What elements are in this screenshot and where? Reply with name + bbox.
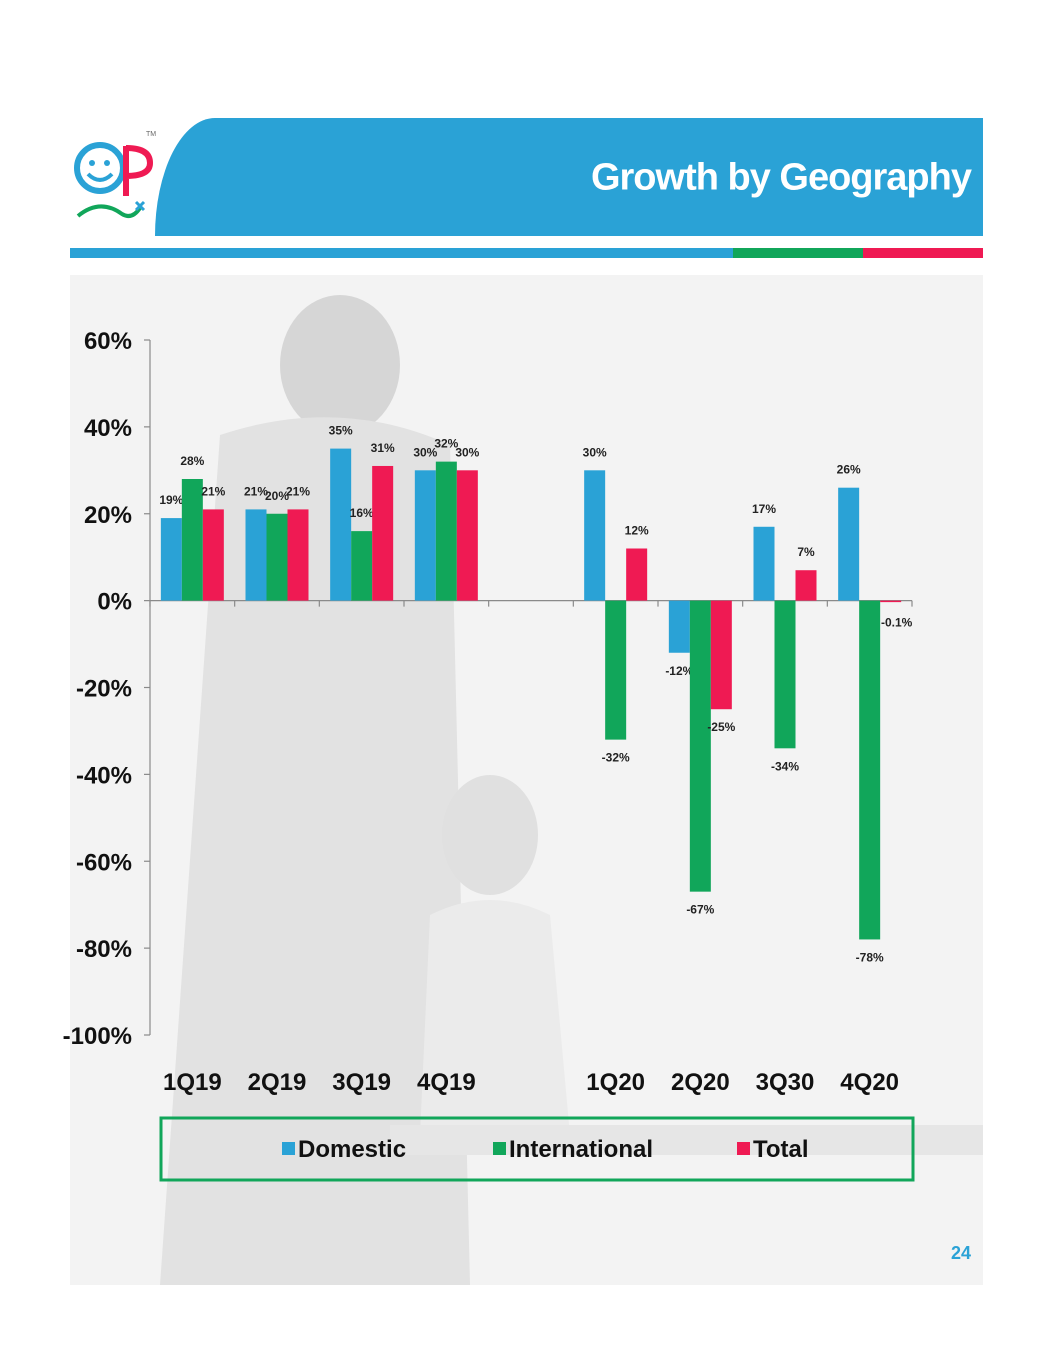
data-label: 31% — [371, 441, 395, 455]
bar-international — [859, 600, 881, 940]
data-label: 28% — [180, 454, 204, 468]
data-label: 19% — [159, 493, 183, 507]
data-label: -32% — [602, 751, 630, 765]
bar-international — [689, 600, 711, 892]
y-tick-label: 60% — [84, 328, 132, 355]
page-number: 24 — [950, 1243, 971, 1263]
y-tick-label: -60% — [76, 849, 132, 876]
accent-stripe-green — [733, 248, 863, 258]
y-tick-label: 0% — [97, 589, 132, 616]
bar-domestic — [668, 600, 690, 653]
data-label: -0.1% — [881, 616, 913, 630]
legend-label-international: International — [509, 1136, 653, 1163]
bar-domestic — [160, 518, 182, 601]
x-tick-label: 1Q20 — [586, 1069, 645, 1096]
data-label: 32% — [434, 437, 458, 451]
accent-stripe-red — [863, 248, 983, 258]
bar-international — [605, 600, 627, 740]
y-tick-label: -20% — [76, 676, 132, 703]
y-tick-label: -80% — [76, 936, 132, 963]
bar-total — [456, 470, 478, 601]
data-label: -78% — [856, 950, 884, 964]
bar-total — [795, 570, 817, 601]
bar-international — [774, 600, 796, 749]
bar-international — [181, 479, 203, 601]
y-tick-label: -100% — [63, 1023, 132, 1050]
data-label: 21% — [201, 484, 225, 498]
y-tick-label: -40% — [76, 762, 132, 789]
legend-label-total: Total — [753, 1136, 809, 1163]
x-tick-label: 3Q30 — [756, 1069, 815, 1096]
data-label: -12% — [665, 664, 693, 678]
bar-domestic — [245, 509, 267, 601]
x-tick-label: 2Q20 — [671, 1069, 730, 1096]
data-label: 20% — [265, 489, 289, 503]
data-label: 35% — [329, 424, 353, 438]
svg-text:TM: TM — [146, 131, 156, 138]
data-label: 17% — [752, 502, 776, 516]
data-label: 16% — [350, 506, 374, 520]
data-label: -34% — [771, 759, 799, 773]
legend-box — [159, 1116, 915, 1182]
bar-domestic — [753, 526, 775, 601]
bar-domestic — [838, 487, 860, 601]
x-tick-label: 1Q19 — [163, 1069, 222, 1096]
accent-stripe-blue — [70, 248, 733, 258]
data-label: 21% — [244, 484, 268, 498]
bar-domestic — [584, 470, 606, 601]
bar-total — [710, 600, 732, 710]
legend-label-domestic: Domestic — [298, 1136, 406, 1163]
bar-domestic — [330, 448, 352, 601]
company-logo: TM — [70, 118, 170, 236]
page-title: Growth by Geography — [590, 156, 972, 199]
data-label: 21% — [286, 484, 310, 498]
title-banner: Growth by Geography — [155, 118, 983, 236]
bar-international — [351, 531, 373, 601]
legend-swatch-total — [737, 1142, 750, 1155]
legend-swatch-domestic — [282, 1142, 295, 1155]
y-tick-label: 20% — [84, 502, 132, 529]
data-label: 30% — [413, 445, 437, 459]
x-tick-label: 3Q19 — [332, 1069, 391, 1096]
bar-total — [372, 465, 394, 601]
data-label: -67% — [686, 903, 714, 917]
data-label: 30% — [455, 445, 479, 459]
bar-domestic — [414, 470, 436, 601]
data-label: 30% — [583, 445, 607, 459]
bar-international — [435, 461, 457, 601]
y-tick-label: 40% — [84, 415, 132, 442]
bar-total — [626, 548, 648, 601]
x-tick-label: 4Q19 — [417, 1069, 476, 1096]
bar-total — [880, 600, 902, 603]
data-label: 12% — [625, 524, 649, 538]
data-label: -25% — [707, 720, 735, 734]
bar-total — [202, 509, 224, 601]
legend-swatch-international — [493, 1142, 506, 1155]
x-tick-label: 4Q20 — [840, 1069, 899, 1096]
data-label: 7% — [797, 545, 815, 559]
bar-international — [266, 513, 288, 601]
data-label: 26% — [837, 463, 861, 477]
bar-total — [287, 509, 309, 601]
x-tick-label: 2Q19 — [248, 1069, 307, 1096]
